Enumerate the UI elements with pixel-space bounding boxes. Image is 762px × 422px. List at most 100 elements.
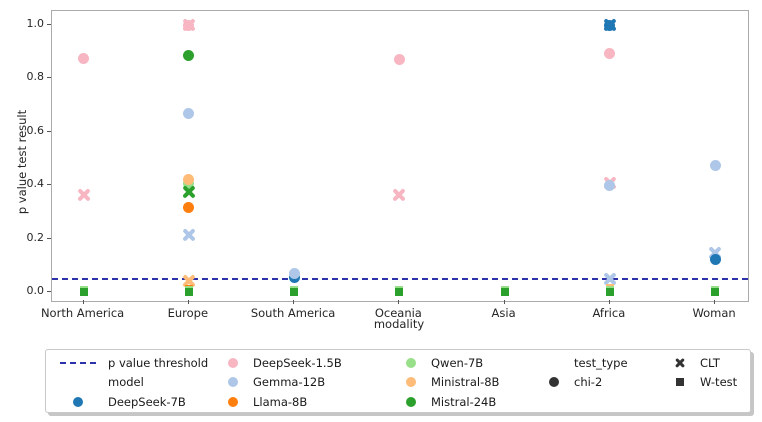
- x-tick-mark: [187, 300, 189, 304]
- circle-icon: [228, 396, 238, 407]
- data-point: [77, 188, 90, 201]
- y-tick-label: 1.0: [26, 17, 45, 30]
- data-point: [395, 288, 404, 296]
- legend-test-type-header: test_type: [574, 355, 628, 370]
- data-point: [182, 19, 195, 32]
- y-tick-label: 0.0: [26, 284, 45, 297]
- x-tick-mark: [503, 300, 505, 304]
- y-tick-mark: [47, 24, 51, 25]
- data-point: [183, 202, 195, 214]
- legend-col-models-3: Qwen-7B Ministral-8B Mistral-24B: [403, 353, 499, 412]
- data-point: [603, 272, 616, 285]
- legend-model-label: DeepSeek-1.5B: [253, 355, 342, 370]
- data-point: [78, 52, 90, 64]
- dashed-line-icon: [60, 361, 96, 364]
- data-point: [290, 288, 299, 296]
- y-tick-mark: [47, 184, 51, 186]
- x-tick-label: South America: [250, 306, 336, 320]
- data-point: [184, 288, 193, 296]
- data-point: [605, 288, 614, 296]
- legend-model-label: Qwen-7B: [431, 355, 484, 370]
- y-tick-label: 0.2: [26, 230, 45, 244]
- legend-item-model: Qwen-7B: [403, 353, 499, 373]
- threshold-swatch-container: [60, 361, 96, 364]
- legend-model-label: Gemma-12B: [253, 375, 326, 390]
- plot-area: [51, 10, 749, 302]
- x-tick-label: Oceania: [374, 306, 422, 320]
- data-point: [393, 188, 406, 201]
- legend-test-type-label: CLT: [700, 355, 720, 370]
- circle-icon: [228, 377, 238, 388]
- p-value-threshold-line: [52, 277, 748, 280]
- legend-item-model: Gemma-12B: [225, 373, 342, 393]
- data-point: [709, 159, 721, 171]
- data-point: [709, 254, 721, 266]
- x-marker-icon: [674, 357, 686, 369]
- legend-swatch-container: [403, 396, 419, 407]
- data-point: [288, 267, 300, 279]
- x-tick-label: Asia: [491, 306, 516, 320]
- legend-col-threshold-model: p value threshold model DeepSeek-7B: [60, 353, 208, 412]
- data-point: [182, 228, 195, 241]
- data-point: [79, 288, 88, 296]
- data-point: [183, 107, 195, 119]
- legend-swatch-container: [225, 396, 241, 407]
- y-tick-mark: [47, 130, 51, 132]
- circle-icon: [406, 396, 416, 407]
- legend-col-test-markers: CLT W-test: [672, 353, 737, 392]
- circle-icon: [73, 396, 83, 407]
- data-point: [604, 179, 616, 191]
- x-tick-mark: [714, 300, 716, 304]
- x-tick-label: Woman: [692, 306, 736, 320]
- data-point: [711, 288, 720, 296]
- legend-item-model: Ministral-8B: [403, 373, 499, 393]
- data-point: [604, 47, 616, 59]
- x-tick-label: Africa: [592, 306, 626, 320]
- y-tick-label: 0.4: [26, 177, 45, 191]
- legend-item-model: DeepSeek-7B: [60, 392, 208, 412]
- legend-swatch-container: [225, 377, 241, 388]
- y-tick-label: 0.8: [26, 70, 45, 84]
- y-tick-mark: [47, 291, 51, 292]
- legend-swatch-container: [403, 357, 419, 368]
- legend-item-model: DeepSeek-1.5B: [225, 353, 342, 373]
- legend-model-header: model: [108, 375, 144, 390]
- legend-swatch-container: [60, 396, 96, 407]
- legend-item-test-type: CLT: [672, 353, 737, 373]
- legend-swatch-container: [225, 357, 241, 368]
- legend-item-threshold: p value threshold: [60, 353, 208, 373]
- legend-test-type-label: chi-2: [574, 375, 603, 390]
- data-point: [500, 288, 509, 296]
- y-tick-label: 0.6: [26, 123, 45, 137]
- y-tick-mark: [47, 77, 51, 79]
- circle-icon: [406, 377, 416, 388]
- legend-swatch-container: [546, 377, 562, 388]
- x-axis-title: modality: [373, 317, 425, 331]
- legend-swatch-container: [403, 377, 419, 388]
- x-tick-mark: [293, 300, 295, 304]
- legend-header-test-type: test_type: [546, 353, 628, 373]
- legend-model-label: DeepSeek-7B: [108, 394, 186, 409]
- x-tick-label: Europe: [167, 306, 209, 320]
- legend-test-type-label: W-test: [700, 375, 738, 390]
- legend-item-test-type: W-test: [672, 373, 737, 393]
- legend-swatch-container: [672, 378, 688, 387]
- legend: p value threshold model DeepSeek-7B Deep…: [45, 349, 751, 413]
- x-tick-mark: [608, 300, 610, 304]
- legend-header-model: model: [60, 373, 208, 393]
- data-point: [603, 19, 616, 32]
- circle-icon: [549, 377, 559, 388]
- y-axis-title: p value test result: [15, 109, 29, 215]
- data-point: [183, 50, 195, 62]
- legend-col-models-2: DeepSeek-1.5B Gemma-12B Llama-8B: [225, 353, 342, 412]
- circle-icon: [406, 357, 416, 368]
- circle-icon: [228, 357, 238, 368]
- x-tick-mark: [398, 300, 400, 304]
- legend-item-test-type: chi-2: [546, 373, 628, 393]
- legend-model-label: Mistral-24B: [431, 394, 497, 409]
- data-point: [182, 185, 195, 198]
- data-point: [183, 174, 195, 186]
- legend-model-label: Ministral-8B: [431, 375, 500, 390]
- x-tick-mark: [82, 300, 84, 304]
